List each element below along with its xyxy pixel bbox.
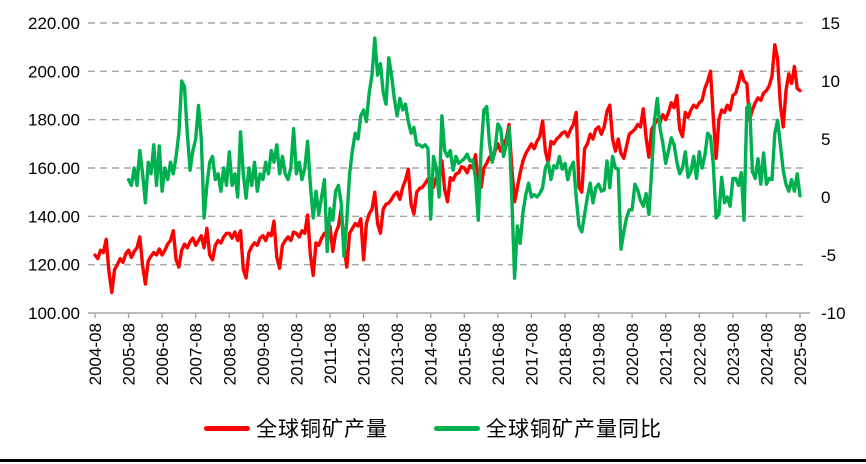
production-line-swatch (204, 425, 250, 431)
x-axis-label: 2023-08 (724, 323, 743, 385)
legend-item-production: 全球铜矿产量 (204, 413, 388, 443)
y-axis-right-label: 15 (821, 14, 840, 33)
x-axis-label: 2011-08 (321, 323, 340, 384)
x-axis-label: 2006-08 (153, 323, 172, 385)
x-axis-label: 2022-08 (690, 323, 709, 385)
x-axis-label: 2007-08 (187, 323, 206, 385)
series-production-line (93, 43, 802, 295)
y-axis-left-label: 220.00 (28, 14, 80, 33)
x-axis-label: 2013-08 (388, 323, 407, 385)
x-axis-label: 2004-08 (86, 323, 105, 385)
x-axis-label: 2010-08 (287, 323, 306, 385)
yoy-line-swatch (434, 425, 480, 431)
x-axis-label: 2015-08 (455, 323, 474, 385)
x-axis-label: 2024-08 (757, 323, 776, 385)
legend: 全球铜矿产量 全球铜矿产量同比 (0, 413, 866, 443)
y-axis-left-label: 160.00 (28, 159, 80, 178)
x-axis-label: 2020-08 (623, 323, 642, 385)
y-axis-left-label: 180.00 (28, 111, 80, 130)
x-axis-label: 2016-08 (489, 323, 508, 385)
y-axis-left-labels: 220.00 200.00 180.00 160.00 140.00 120.00 100.… (28, 14, 80, 323)
x-axis-labels: 2004-08 2005-08 2006-08 2007-08 2008-08 2009-… (86, 323, 810, 385)
y-axis-left-label: 120.00 (28, 256, 80, 275)
y-axis-right-label: 5 (821, 130, 830, 149)
series-yoy-line (126, 36, 802, 280)
y-axis-right-labels: 15 10 5 0 -5 -10 (821, 14, 846, 323)
yoy-line (126, 36, 802, 280)
x-axis-label: 2019-08 (590, 323, 609, 385)
y-axis-right-label: 10 (821, 72, 840, 91)
legend-label-production: 全球铜矿产量 (256, 418, 388, 441)
bottom-border-line (0, 459, 866, 462)
x-axis (88, 312, 810, 318)
x-axis-label: 2008-08 (220, 323, 239, 385)
y-axis-right-label: -5 (821, 246, 836, 265)
x-axis-label: 2014-08 (422, 323, 441, 385)
y-axis-right-label: 0 (821, 188, 830, 207)
x-axis-label: 2017-08 (522, 323, 541, 385)
x-axis-label: 2025-08 (791, 323, 810, 385)
x-axis-label: 2018-08 (556, 323, 575, 385)
production-line (93, 43, 802, 295)
x-axis-label: 2012-08 (355, 323, 374, 385)
x-axis-label: 2009-08 (254, 323, 273, 385)
x-axis-label: 2021-08 (657, 323, 676, 385)
y-axis-right-label: -10 (821, 304, 846, 323)
legend-item-yoy: 全球铜矿产量同比 (434, 413, 662, 443)
legend-label-yoy: 全球铜矿产量同比 (486, 418, 662, 441)
y-axis-left-label: 140.00 (28, 207, 80, 226)
x-axis-label: 2005-08 (120, 323, 139, 385)
y-axis-left-label: 100.00 (28, 304, 80, 323)
y-axis-left-label: 200.00 (28, 62, 80, 81)
